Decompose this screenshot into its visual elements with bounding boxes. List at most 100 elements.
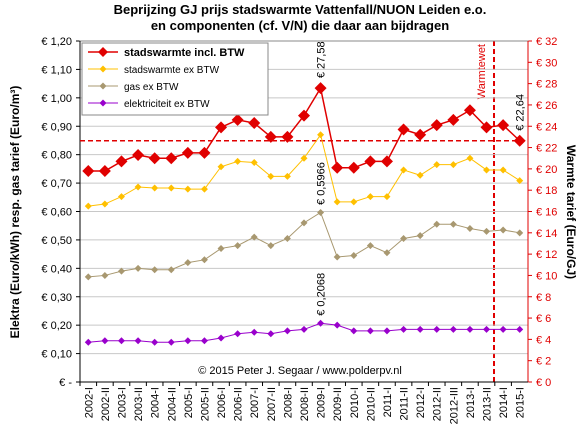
x-tick-label: 2009-I [316,387,328,418]
x-tick-label: 2007-I [249,387,261,418]
data-point [267,172,275,180]
data-point [300,154,308,162]
data-point [217,244,225,252]
data-point [117,267,125,275]
data-point [463,104,476,117]
x-tick-label: 2009-II [332,387,344,421]
y-tick-label: € 0,20 [41,320,72,332]
x-tick-label: 2013-II [482,387,494,421]
data-point [300,325,308,333]
data-point [366,327,374,335]
data-point [416,325,424,333]
data-point [151,184,159,192]
data-point [433,325,441,333]
data-point [82,165,95,178]
y2-tick-label: € 4 [536,334,551,346]
y-tick-label: € 0,40 [41,263,72,275]
chart-title: Beprijzing GJ prijs stadswarmte Vattenfa… [114,2,487,17]
y2-tick-label: € 30 [536,57,557,69]
data-point [134,264,142,272]
x-tick-label: 2012-III [448,387,460,424]
x-tick-label: 2004-II [166,387,178,421]
data-point [416,232,424,240]
data-point [200,256,208,264]
data-point [480,121,493,134]
data-point [115,155,128,168]
warmtewet-label: Warmtewet [476,44,488,99]
data-point [400,234,408,242]
data-point [167,266,175,274]
data-point [466,225,474,233]
data-point [350,198,358,206]
y2-tick-label: € 12 [536,249,557,261]
data-point [198,146,211,159]
legend: stadswarmte incl. BTW stadswarmte ex BTW g… [81,42,269,116]
x-tick-label: 2012-II [432,387,444,421]
x-tick-label: 2010-I [349,387,361,418]
legend-label: gas ex BTW [124,82,179,93]
x-tick-label: 2004-I [150,387,162,418]
data-point [366,242,374,250]
data-point [317,208,325,216]
data-point [283,172,291,180]
data-point [167,338,175,346]
data-point [433,220,441,228]
y-tick-label: € - [59,377,72,389]
data-point [200,337,208,345]
x-tick-label: 2015-I [515,387,527,418]
data-label: € 0,2068 [316,273,328,316]
y2-tick-label: € 16 [536,207,557,219]
data-point [430,119,443,132]
y-tick-label: € 0,80 [41,150,72,162]
data-point [414,128,427,141]
data-point [466,154,474,162]
legend-marker [99,82,107,90]
data-point [184,259,192,267]
x-tick-label: 2014-I [498,387,510,418]
data-point [267,330,275,338]
data-point [483,166,491,174]
y-tick-label: € 0,90 [41,121,72,133]
data-point [449,220,457,228]
legend-marker [98,47,108,57]
y2-axis-label: Warmte tarief (Euro/GJ) [564,145,578,279]
x-tick-label: 2011-I [382,387,394,417]
y2-tick-label: € 28 [536,79,557,91]
data-point [264,130,277,143]
data-point [333,198,341,206]
data-point [148,152,161,165]
data-point [350,327,358,335]
y-tick-label: € 0,60 [41,207,72,219]
data-point [499,166,507,174]
data-point [497,119,510,132]
data-point [483,227,491,235]
x-tick-label: 2013-I [465,387,477,418]
legend-marker [99,99,107,107]
data-point [134,337,142,345]
x-tick-label: 2006-II [233,387,245,421]
data-point [250,328,258,336]
y2-tick-label: € 10 [536,270,557,282]
x-tick-label: 2003-II [133,387,145,421]
data-point [350,252,358,260]
data-point [516,229,524,237]
y-tick-label: € 1,00 [41,93,72,105]
data-point [449,325,457,333]
data-point [433,161,441,169]
data-point [134,183,142,191]
y2-tick-label: € 26 [536,100,557,112]
y-tick-label: € 0,50 [41,235,72,247]
data-point [397,123,410,136]
data-point [248,117,261,130]
y-tick-label: € 1,20 [41,36,72,48]
data-point [151,266,159,274]
data-point [283,234,291,242]
data-point [298,109,310,122]
data-point [400,166,408,174]
data-point [165,152,178,165]
y2-tick-label: € 2 [536,356,551,368]
data-point [281,130,294,143]
data-point [499,325,507,333]
data-point [101,337,109,345]
